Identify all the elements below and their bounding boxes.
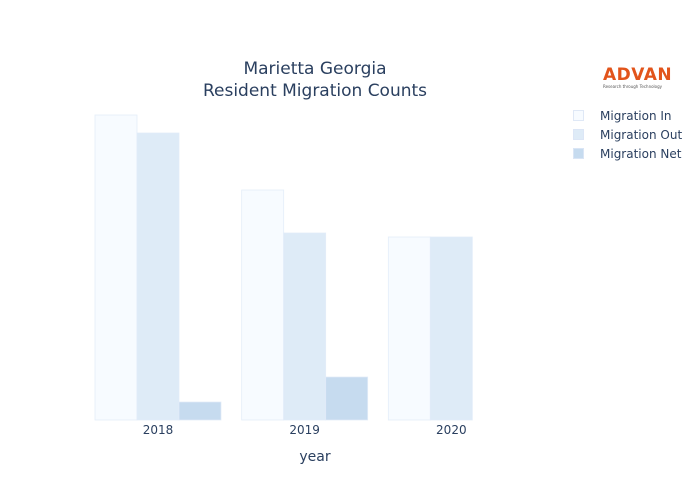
bar-migration-net-2019[interactable] — [325, 376, 369, 421]
chart-title-line2: Resident Migration Counts — [202, 81, 428, 101]
legend-label: Migration Out — [600, 127, 683, 142]
bar-migration-net-2018[interactable] — [178, 401, 222, 421]
legend-label: Migration Net — [600, 146, 682, 161]
x-axis-label: year — [299, 449, 330, 465]
bar-migration-in-2018[interactable] — [94, 114, 138, 421]
legend-swatch — [573, 129, 584, 140]
legend-item-migration-in[interactable]: Migration In — [573, 106, 682, 125]
legend-item-migration-out[interactable]: Migration Out — [573, 125, 682, 144]
x-tick-labels: 2018 2019 2020 — [143, 423, 467, 437]
legend-swatch — [573, 110, 584, 121]
x-tick-label: 2018 — [143, 423, 174, 437]
bars — [94, 114, 473, 421]
bar-migration-out-2018[interactable] — [136, 132, 180, 421]
advan-logo: ADVAN Research through Technology — [603, 65, 673, 90]
x-tick-label: 2019 — [289, 423, 320, 437]
legend: Migration In Migration Out Migration Net — [573, 106, 682, 163]
bar-migration-out-2019[interactable] — [283, 232, 327, 421]
bar-migration-in-2020[interactable] — [387, 236, 431, 421]
x-tick-label: 2020 — [436, 423, 467, 437]
bar-migration-in-2019[interactable] — [241, 189, 285, 421]
bar-migration-out-2020[interactable] — [429, 236, 473, 421]
legend-swatch — [573, 148, 584, 159]
logo-tagline: Research through Technology — [603, 84, 663, 89]
legend-item-migration-net[interactable]: Migration Net — [573, 144, 682, 163]
legend-label: Migration In — [600, 108, 672, 123]
chart-title-line1: Marietta Georgia — [243, 59, 387, 79]
logo-wordmark: ADVAN — [603, 65, 673, 85]
